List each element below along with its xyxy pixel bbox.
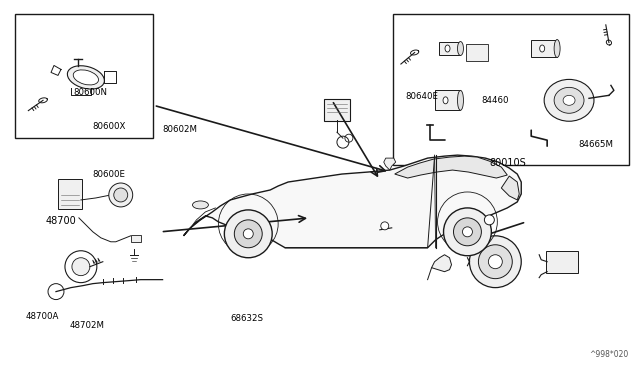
Circle shape — [488, 255, 502, 269]
Circle shape — [469, 236, 521, 288]
Text: 80010S: 80010S — [490, 158, 527, 168]
Text: 84665M: 84665M — [578, 140, 613, 149]
FancyBboxPatch shape — [546, 251, 578, 273]
FancyBboxPatch shape — [467, 44, 488, 61]
Bar — [393, 14, 629, 165]
Circle shape — [484, 215, 494, 225]
Polygon shape — [431, 255, 451, 272]
Circle shape — [444, 208, 492, 256]
Text: 84460: 84460 — [481, 96, 509, 105]
Circle shape — [463, 227, 472, 237]
Bar — [435, 90, 460, 110]
Text: 48700A: 48700A — [26, 312, 59, 321]
Ellipse shape — [445, 45, 450, 52]
Polygon shape — [395, 156, 508, 178]
Ellipse shape — [443, 97, 448, 104]
Circle shape — [479, 245, 512, 279]
Ellipse shape — [458, 42, 463, 55]
Circle shape — [243, 229, 253, 239]
FancyBboxPatch shape — [58, 179, 82, 209]
Ellipse shape — [458, 90, 463, 110]
Bar — [15, 14, 152, 138]
Ellipse shape — [67, 66, 104, 89]
Text: 80600E: 80600E — [92, 170, 125, 179]
Polygon shape — [501, 176, 519, 200]
Bar — [438, 42, 460, 55]
Text: 48700: 48700 — [45, 216, 76, 226]
Circle shape — [225, 210, 272, 258]
Text: ^998*020: ^998*020 — [589, 350, 629, 359]
Polygon shape — [184, 155, 521, 248]
Text: 80600N: 80600N — [73, 88, 108, 97]
Circle shape — [381, 222, 388, 230]
Ellipse shape — [554, 39, 560, 58]
Ellipse shape — [540, 45, 545, 52]
Text: 68632S: 68632S — [230, 314, 263, 323]
Text: 80600X: 80600X — [92, 122, 125, 131]
Ellipse shape — [193, 201, 209, 209]
Circle shape — [454, 218, 481, 246]
Ellipse shape — [544, 79, 594, 121]
Circle shape — [72, 258, 90, 276]
Text: 80602M: 80602M — [163, 125, 198, 134]
Circle shape — [109, 183, 132, 207]
Circle shape — [114, 188, 128, 202]
Ellipse shape — [73, 70, 99, 85]
FancyBboxPatch shape — [324, 99, 350, 121]
Polygon shape — [384, 158, 396, 170]
Bar — [131, 235, 141, 242]
Circle shape — [234, 220, 262, 248]
Ellipse shape — [563, 95, 575, 105]
Text: 48702M: 48702M — [70, 321, 105, 330]
Text: 80640E: 80640E — [406, 92, 438, 101]
Bar — [531, 39, 557, 58]
Ellipse shape — [554, 87, 584, 113]
